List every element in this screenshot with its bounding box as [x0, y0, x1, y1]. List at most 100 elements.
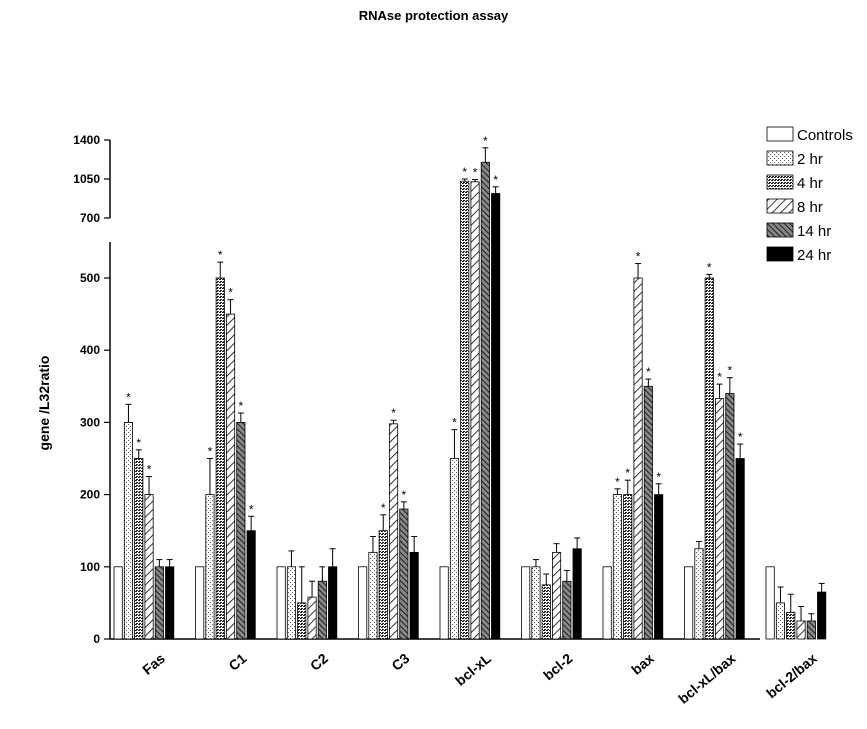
y-tick-label: 300: [80, 415, 100, 429]
bar: [236, 421, 246, 640]
bar: [817, 591, 827, 640]
significance-star: *: [391, 406, 396, 420]
y-tick-label: 400: [80, 343, 100, 357]
bar: [735, 458, 745, 640]
significance-star: *: [218, 248, 223, 262]
significance-star: *: [625, 466, 630, 480]
significance-star: *: [615, 475, 620, 489]
bar: [470, 181, 480, 640]
legend-label: 2 hr: [797, 151, 823, 168]
bar: [276, 566, 286, 640]
y-tick-label: 700: [80, 211, 100, 225]
bar: [134, 458, 144, 640]
bar: [317, 580, 327, 640]
bar: [399, 508, 409, 640]
significance-star: *: [136, 436, 141, 450]
significance-star: *: [208, 445, 213, 459]
significance-star: *: [462, 165, 467, 179]
bar: [368, 551, 378, 640]
bar: [307, 596, 317, 640]
significance-star: *: [728, 364, 733, 378]
significance-star: *: [239, 399, 244, 413]
bar: [460, 180, 470, 640]
x-tick-label: C2: [307, 650, 331, 674]
bar: [246, 530, 256, 640]
bar: [765, 566, 775, 640]
legend-swatch: [766, 126, 794, 142]
significance-star: *: [147, 463, 152, 477]
legend: Controls 2 hr 4 hr 8 hr 14 hr 24 hr: [766, 126, 853, 264]
significance-star: *: [402, 488, 407, 502]
significance-star: *: [656, 470, 661, 484]
significance-star: *: [473, 166, 478, 180]
significance-star: *: [228, 286, 233, 300]
bar: [623, 494, 633, 640]
bar: [480, 161, 490, 640]
legend-label: 4 hr: [797, 175, 823, 192]
significance-star: *: [738, 430, 743, 444]
significance-star: *: [707, 260, 712, 274]
bar: [715, 398, 725, 640]
legend-label: 14 hr: [797, 223, 831, 240]
bar: [165, 566, 175, 640]
significance-star: *: [717, 370, 722, 384]
bar: [643, 385, 653, 640]
bar: [225, 313, 236, 640]
bar: [684, 566, 694, 640]
x-tick-label: bax: [628, 650, 657, 678]
bar: [286, 566, 296, 640]
x-tick-label: Fas: [139, 650, 168, 678]
significance-star: *: [249, 502, 254, 516]
bar: [439, 566, 449, 640]
y-tick-label: 500: [80, 271, 100, 285]
y-axis-title: gene /L32ratio: [36, 356, 52, 451]
bar: [123, 421, 134, 640]
significance-star: *: [646, 365, 651, 379]
x-tick-label: bcl-2/bax: [763, 650, 820, 701]
bar: [328, 566, 338, 640]
bar: [449, 458, 459, 640]
x-tick-label: bcl-xL: [452, 650, 494, 689]
bar: [786, 611, 796, 640]
bar: [491, 193, 501, 640]
legend-swatch: [766, 246, 794, 262]
bars: * * * * * * * * * * * * * * * * * * * * * * * * *: [113, 134, 827, 640]
bar: [806, 620, 816, 640]
bar: [154, 566, 164, 640]
legend-swatch: [766, 198, 794, 214]
bar: [694, 548, 704, 640]
significance-star: *: [483, 134, 488, 148]
bar: [704, 277, 714, 640]
significance-star: *: [126, 390, 131, 404]
bar: [195, 566, 205, 640]
bar: [775, 602, 785, 640]
bar: [378, 530, 388, 640]
significance-star: *: [636, 250, 641, 264]
x-tick-label: bcl-xL/bax: [675, 650, 738, 707]
bar: [409, 551, 419, 640]
bar: [552, 551, 562, 640]
y-tick-label: 1050: [73, 172, 100, 186]
bar: [562, 580, 572, 640]
bar: [358, 566, 368, 640]
x-tick-label: bcl-2: [540, 650, 575, 683]
legend-label: 8 hr: [797, 199, 823, 216]
y-tick-label: 100: [80, 560, 100, 574]
bar: [654, 494, 664, 640]
bar: [541, 584, 551, 640]
bar: [572, 548, 582, 640]
y-tick-label: 0: [93, 632, 100, 646]
bar: [612, 494, 622, 640]
bar: [215, 277, 225, 640]
bar: [602, 566, 612, 640]
bar: [633, 277, 643, 640]
legend-label: 24 hr: [797, 247, 831, 264]
legend-swatch: [766, 222, 794, 238]
bar: [144, 494, 154, 640]
legend-label: Controls: [797, 127, 853, 144]
bar: [113, 566, 123, 640]
x-tick-label: C3: [388, 650, 412, 674]
bar: [531, 566, 541, 640]
y-tick-label: 1400: [73, 133, 100, 147]
